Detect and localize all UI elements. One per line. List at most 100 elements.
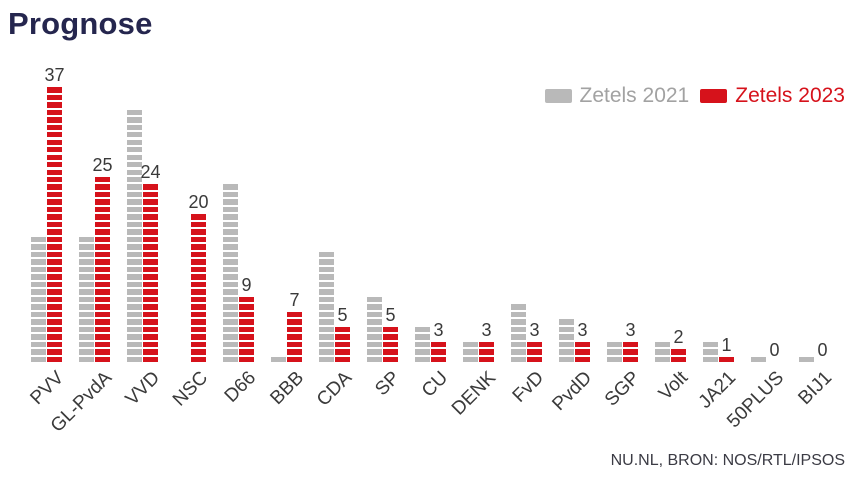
seat-segment [95,326,110,333]
seat-segment [47,214,62,220]
seat-segment [511,349,526,355]
seat-segment [47,199,62,205]
seat-segment [79,244,94,250]
seat-segment [47,266,62,273]
seat-segment [143,304,158,310]
seat-segment [415,341,430,348]
bar-group-BBB: 7 [271,291,302,362]
seat-segment [703,349,718,355]
seat-segment [319,326,334,333]
seat-segment [319,289,334,295]
bar-2023-VVD: 24 [140,163,161,362]
bar-2021-BBB [271,356,286,362]
category-label-NSC: NSC [168,367,213,411]
seat-segment [127,341,142,348]
seat-segment [559,356,574,362]
seat-segment [431,349,446,355]
seat-segment [319,334,334,340]
bar-2021-JA21 [703,341,718,362]
seat-segment [223,319,238,325]
seat-segment [191,214,206,220]
seat-segment [143,356,158,362]
seat-segment [79,289,94,295]
bar-2021-PvdD [559,319,574,362]
seat-segment [367,326,382,333]
category-label-BBB: BBB [266,367,309,410]
bar-2021-VVD [127,109,142,362]
seat-segment [383,349,398,355]
seat-segment [191,319,206,325]
seat-segment [79,236,94,243]
value-label-JA21: 1 [721,334,732,355]
seat-segment [127,139,142,145]
seat-segment [127,147,142,153]
seat-segment [95,206,110,213]
seat-segment [47,206,62,213]
seat-segment [223,334,238,340]
seat-segment [191,289,206,295]
seat-segment [143,221,158,228]
seat-segment [287,356,302,362]
bar-group-PVV: 37 [31,66,65,362]
seat-segment [31,349,46,355]
seat-segment [223,251,238,258]
seat-segment [223,356,238,362]
bar-2021-SP [367,296,382,362]
seat-segment [287,341,302,348]
seat-segment [511,304,526,310]
bar-2023-CU: 3 [431,321,446,362]
seat-segment [47,334,62,340]
legend-item-zetels-2021: Zetels 2021 [544,84,689,108]
seat-segment [143,191,158,198]
bar-2021-PVV [31,236,46,362]
value-label-CDA: 5 [337,304,348,325]
seat-segment [127,281,142,288]
seat-segment [47,124,62,130]
bar-group-NSC: 20 [175,193,209,362]
seat-segment [31,244,46,250]
seat-segment [559,341,574,348]
seat-segment [127,274,142,280]
seat-segment [95,319,110,325]
value-label-SGP: 3 [625,319,636,340]
seat-segment [319,266,334,273]
seat-segment [367,349,382,355]
seat-segment [191,229,206,235]
seat-segment [31,289,46,295]
seat-segment [95,274,110,280]
bar-group-SP: 5 [367,296,398,362]
seat-segment [319,311,334,318]
seat-segment [575,341,590,348]
seat-segment [479,356,494,362]
seat-segment [415,349,430,355]
seat-segment [463,356,478,362]
seat-segment [463,341,478,348]
seat-segment [95,236,110,243]
seat-segment [239,296,254,303]
seat-segment [223,281,238,288]
seat-segment [79,334,94,340]
seat-segment [287,319,302,325]
bar-2023-Volt: 2 [671,328,686,362]
seat-segment [191,259,206,265]
seat-segment [143,259,158,265]
seat-segment [559,334,574,340]
seat-segment [223,191,238,198]
seat-segment [655,341,670,348]
seat-segment [31,356,46,362]
seat-segment [479,341,494,348]
seat-segment [47,176,62,183]
seat-segment [287,311,302,318]
seat-segment [143,244,158,250]
seat-segment [527,356,542,362]
seat-segment [127,124,142,130]
seat-segment [383,356,398,362]
seat-segment [95,244,110,250]
seat-segment [31,281,46,288]
seat-segment [511,311,526,318]
seat-segment [335,349,350,355]
bar-2023-GL-PvdA: 25 [92,156,113,362]
seat-segment [223,349,238,355]
bar-2023-SGP: 3 [623,321,638,362]
seat-segment [79,281,94,288]
